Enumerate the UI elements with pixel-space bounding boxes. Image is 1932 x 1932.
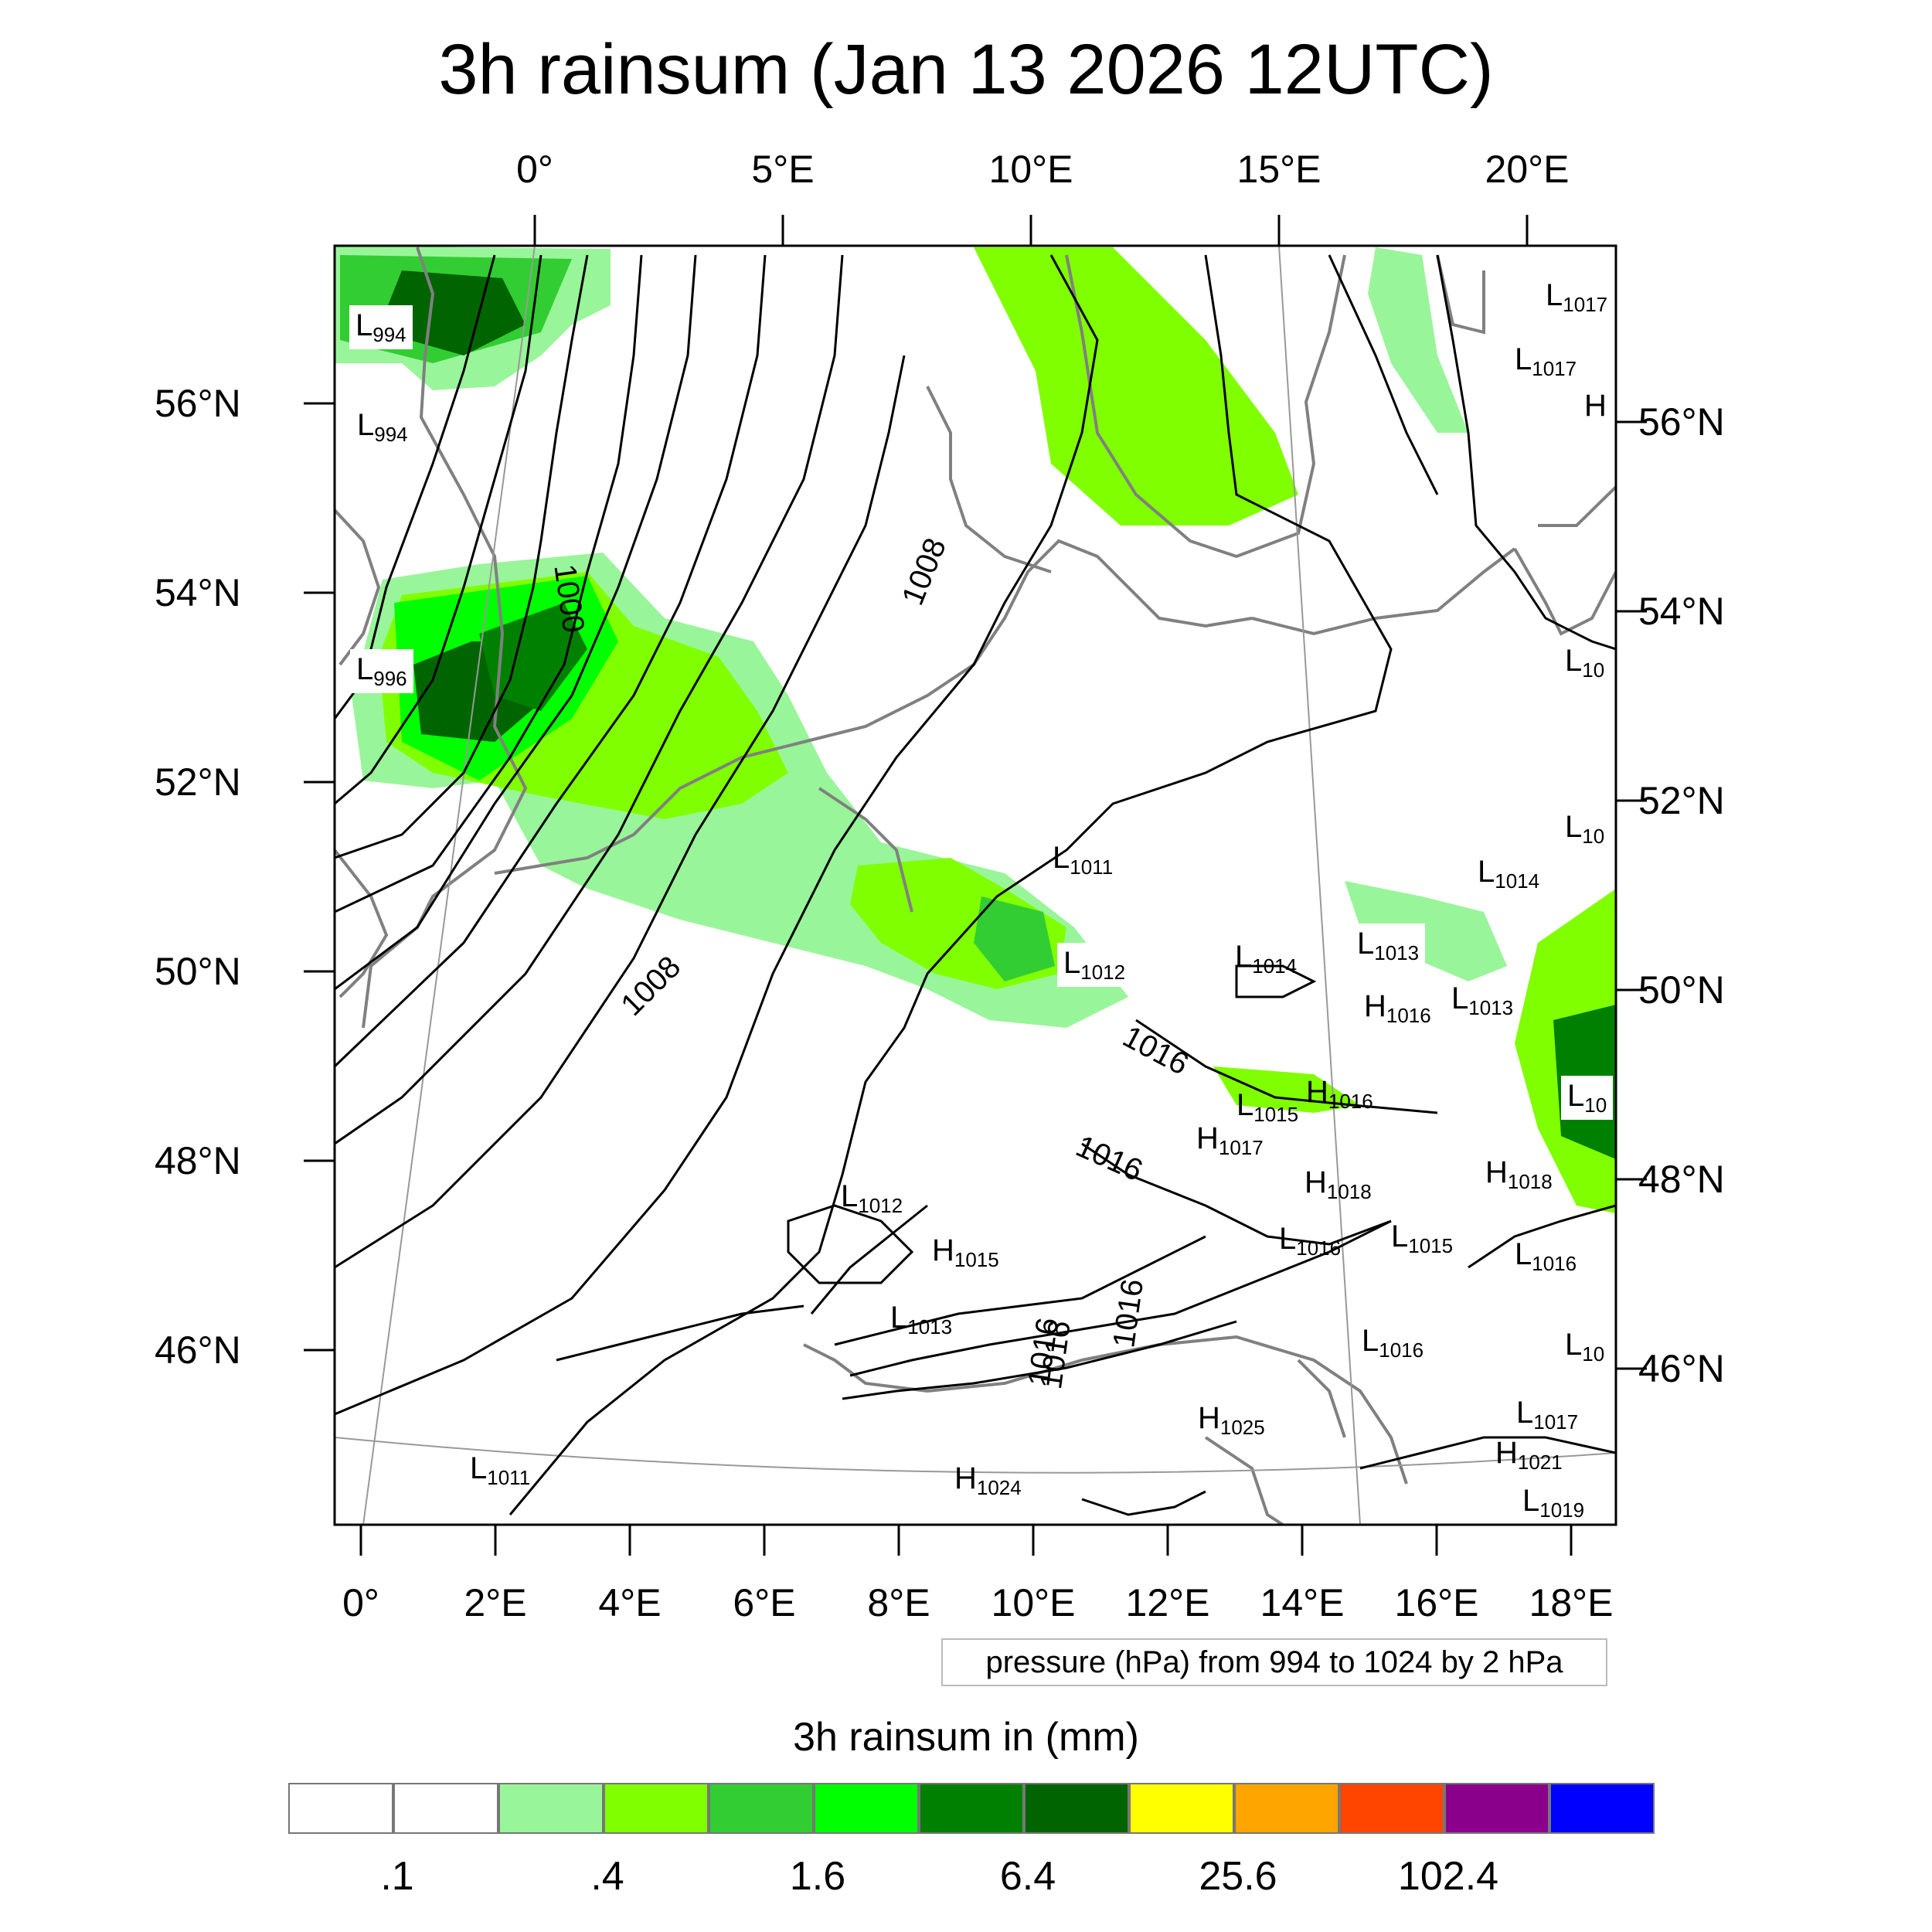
top-longitude-label: 10°E <box>988 148 1073 191</box>
pressure-center-low: L10 <box>1565 810 1605 848</box>
pressure-center-low: L1013 <box>1351 923 1426 968</box>
rain-area-north-sea-core <box>386 270 526 355</box>
colorbar-swatch <box>1339 1783 1444 1834</box>
colorbar-swatch <box>709 1783 814 1834</box>
pressure-center-high: H1017 <box>1196 1121 1264 1159</box>
pressure-center-high: H1016 <box>1306 1075 1373 1113</box>
pressure-center-low: L1017 <box>1515 342 1577 380</box>
right-latitude-label: 50°N <box>1638 968 1725 1012</box>
colorbar-label: 102.4 <box>1397 1854 1499 1899</box>
bottom-longitude-label: 0° <box>342 1581 379 1624</box>
pressure-info-note: pressure (hPa) from 994 to 1024 by 2 hPa <box>941 1638 1607 1686</box>
map-title: 3h rainsum (Jan 13 2026 12UTC) <box>438 30 1494 109</box>
left-latitude-label: 54°N <box>155 571 241 614</box>
map-frame <box>333 244 1617 1526</box>
bottom-longitude-label: 14°E <box>1260 1581 1345 1624</box>
pressure-center-low: L1013 <box>1451 981 1514 1019</box>
isobar-label: 1016 <box>1117 1019 1194 1082</box>
isobar-label: 1008 <box>896 533 953 610</box>
pressure-center-high: H1018 <box>1485 1155 1553 1193</box>
colorbar-swatch <box>1024 1783 1129 1834</box>
rain-area-germany-core <box>974 896 1055 981</box>
colorbar-swatch <box>1129 1783 1234 1834</box>
top-longitude-label: 0° <box>516 148 553 191</box>
pressure-center-low: L1013 <box>890 1301 953 1338</box>
left-latitude-label: 56°N <box>155 382 241 425</box>
pressure-center-high: H1018 <box>1304 1165 1372 1203</box>
pressure-center-low: L10 <box>1561 1076 1614 1120</box>
pressure-center-high: H1021 <box>1495 1436 1563 1474</box>
colorbar-swatch <box>1444 1783 1549 1834</box>
pressure-center-low: L1011 <box>470 1451 531 1489</box>
colorbar-swatch <box>498 1783 604 1834</box>
colorbar-swatch <box>288 1783 393 1834</box>
pressure-center-low: L1015 <box>1391 1219 1454 1257</box>
bottom-longitude-label: 12°E <box>1125 1581 1210 1624</box>
bottom-longitude-label: 8°E <box>867 1581 930 1624</box>
rain-area-sweden <box>974 247 1298 526</box>
isobar-label: 1008 <box>614 950 687 1022</box>
pressure-center-low: L1016 <box>1279 1222 1342 1260</box>
colorbar-swatch <box>604 1783 709 1834</box>
colorbar-swatch <box>919 1783 1024 1834</box>
left-latitude-label: 50°N <box>155 950 241 993</box>
pressure-center-low: L1016 <box>1515 1237 1577 1275</box>
bottom-longitude-label: 6°E <box>733 1581 796 1624</box>
bottom-longitude-label: 16°E <box>1394 1581 1479 1624</box>
pressure-center-high: H <box>1584 389 1607 423</box>
pressure-center-low: L1019 <box>1522 1484 1585 1522</box>
bottom-longitude-label: 18°E <box>1529 1581 1614 1624</box>
pressure-center-high: H1016 <box>1364 989 1431 1027</box>
pressure-center-high: H1015 <box>932 1233 999 1271</box>
pressure-center-low: L1017 <box>1546 278 1608 316</box>
colorbar-swatch <box>393 1783 498 1834</box>
pressure-center-low: L1012 <box>1057 943 1132 987</box>
top-longitude-label: 15°E <box>1236 148 1321 191</box>
colorbar-swatch <box>1549 1783 1655 1834</box>
colorbar-label: 1.6 <box>789 1854 846 1899</box>
rain-area-poland <box>1345 881 1507 981</box>
isobar-label: 1016 <box>1107 1277 1150 1349</box>
colorbar-swatch <box>814 1783 919 1834</box>
bottom-longitude-label: 2°E <box>464 1581 527 1624</box>
right-latitude-label: 56°N <box>1638 400 1725 444</box>
colorbar-label: .4 <box>590 1854 624 1899</box>
pressure-center-low: L1014 <box>1235 940 1298 978</box>
bottom-longitude-label: 4°E <box>598 1581 662 1624</box>
bottom-longitude-label: 10°E <box>991 1581 1076 1624</box>
left-latitude-label: 46°N <box>155 1328 241 1372</box>
pressure-center-low: L10 <box>1565 644 1605 682</box>
pressure-center-high: H1024 <box>954 1461 1022 1499</box>
pressure-center-low: L1012 <box>841 1179 903 1217</box>
colorbar-title: 3h rainsum in (mm) <box>793 1715 1139 1760</box>
right-latitude-label: 52°N <box>1638 779 1725 822</box>
pressure-center-low: L994 <box>349 305 413 349</box>
pressure-center-low: L1017 <box>1516 1396 1579 1434</box>
colorbar-label: 6.4 <box>999 1854 1056 1899</box>
pressure-center-low: L996 <box>350 649 413 693</box>
tick-marks <box>304 215 1647 1556</box>
right-latitude-label: 48°N <box>1638 1158 1725 1201</box>
right-latitude-label: 54°N <box>1638 590 1725 633</box>
isobar-label: 1016 <box>1071 1129 1148 1188</box>
colorbar-swatch <box>1234 1783 1339 1834</box>
right-latitude-label: 46°N <box>1638 1347 1725 1390</box>
rain-area-core-3 <box>479 603 587 711</box>
colorbar-label: .1 <box>380 1854 414 1899</box>
graticule <box>335 246 1616 1525</box>
pressure-center-low: L994 <box>357 408 408 446</box>
pressure-center-low: L1016 <box>1362 1324 1424 1362</box>
top-longitude-label: 5°E <box>751 148 815 191</box>
rain-area-baltic <box>1368 247 1468 433</box>
colorbar-label: 25.6 <box>1199 1854 1277 1899</box>
pressure-center-low: L1015 <box>1236 1088 1299 1126</box>
pressure-center-low: L1014 <box>1478 855 1540 893</box>
left-latitude-label: 48°N <box>155 1139 241 1182</box>
pressure-center-low: L10 <box>1565 1328 1605 1366</box>
top-longitude-label: 20°E <box>1485 148 1570 191</box>
left-latitude-label: 52°N <box>155 760 241 804</box>
pressure-center-high: H1025 <box>1198 1401 1265 1439</box>
isobars <box>335 254 1616 1516</box>
pressure-center-low: L1011 <box>1053 841 1114 879</box>
